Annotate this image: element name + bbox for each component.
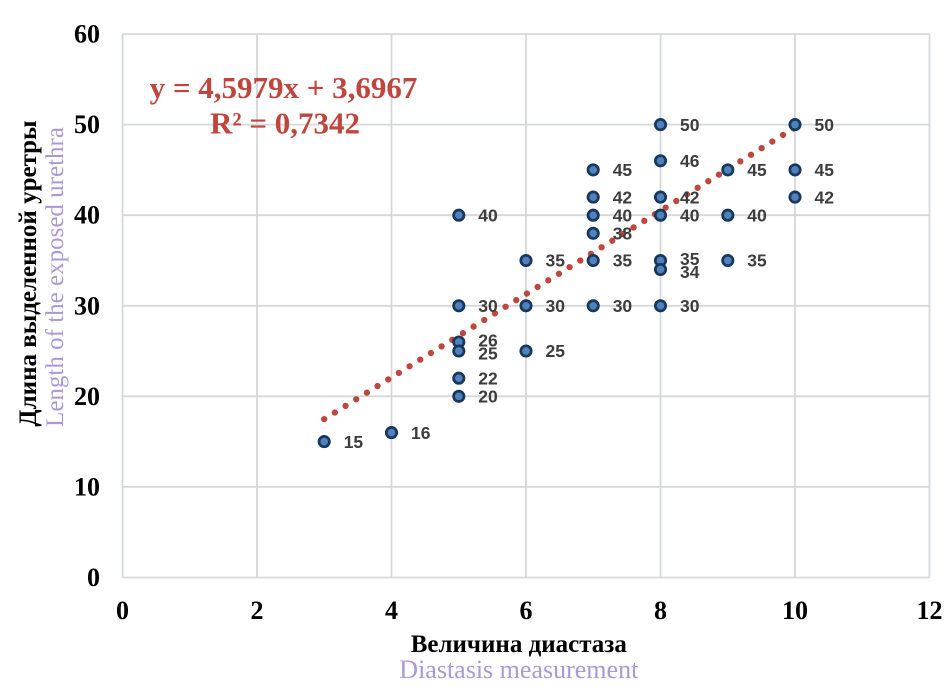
svg-text:y = 4,5979x + 3,6967: y = 4,5979x + 3,6967 <box>150 70 418 105</box>
svg-text:42: 42 <box>815 187 835 207</box>
svg-text:15: 15 <box>344 432 364 452</box>
svg-text:26: 26 <box>478 331 498 351</box>
svg-text:35: 35 <box>747 251 767 271</box>
svg-text:30: 30 <box>680 296 700 316</box>
svg-text:Length of the exposed urethra: Length of the exposed urethra <box>42 127 69 427</box>
svg-text:20: 20 <box>74 382 100 411</box>
svg-text:40: 40 <box>74 201 100 230</box>
svg-text:6: 6 <box>520 596 533 625</box>
svg-text:30: 30 <box>478 296 498 316</box>
svg-text:12: 12 <box>917 596 943 625</box>
svg-text:35: 35 <box>680 249 700 269</box>
svg-text:34: 34 <box>680 262 700 282</box>
svg-text:60: 60 <box>74 20 100 49</box>
svg-text:25: 25 <box>478 344 498 364</box>
svg-text:40: 40 <box>680 205 700 225</box>
svg-text:30: 30 <box>74 291 100 320</box>
svg-text:45: 45 <box>747 160 767 180</box>
svg-text:50: 50 <box>680 115 700 135</box>
svg-text:20: 20 <box>478 387 498 407</box>
svg-text:40: 40 <box>747 205 767 225</box>
svg-text:R² = 0,7342: R² = 0,7342 <box>210 106 360 141</box>
svg-text:45: 45 <box>613 160 633 180</box>
svg-text:42: 42 <box>613 187 633 207</box>
svg-text:42: 42 <box>680 187 700 207</box>
svg-text:45: 45 <box>815 160 835 180</box>
svg-text:50: 50 <box>74 110 100 139</box>
svg-text:Длина выделенной уретры: Длина выделенной уретры <box>15 120 42 426</box>
svg-text:4: 4 <box>385 596 398 625</box>
svg-text:8: 8 <box>654 596 667 625</box>
svg-text:38: 38 <box>613 224 633 244</box>
svg-text:50: 50 <box>815 115 835 135</box>
svg-text:40: 40 <box>478 205 498 225</box>
svg-text:30: 30 <box>613 296 633 316</box>
svg-text:10: 10 <box>74 472 100 501</box>
svg-text:35: 35 <box>613 251 633 271</box>
svg-text:10: 10 <box>782 596 808 625</box>
svg-text:Diastasis measurement: Diastasis measurement <box>399 655 639 684</box>
svg-text:22: 22 <box>478 368 498 388</box>
svg-text:16: 16 <box>411 423 431 443</box>
svg-text:30: 30 <box>546 296 566 316</box>
svg-text:46: 46 <box>680 151 700 171</box>
svg-text:25: 25 <box>546 341 566 361</box>
svg-text:35: 35 <box>546 251 566 271</box>
svg-text:0: 0 <box>87 563 100 592</box>
svg-text:40: 40 <box>613 205 633 225</box>
svg-text:2: 2 <box>251 596 264 625</box>
svg-text:Величина диастаза: Величина диастаза <box>411 631 628 658</box>
svg-text:0: 0 <box>116 596 129 625</box>
